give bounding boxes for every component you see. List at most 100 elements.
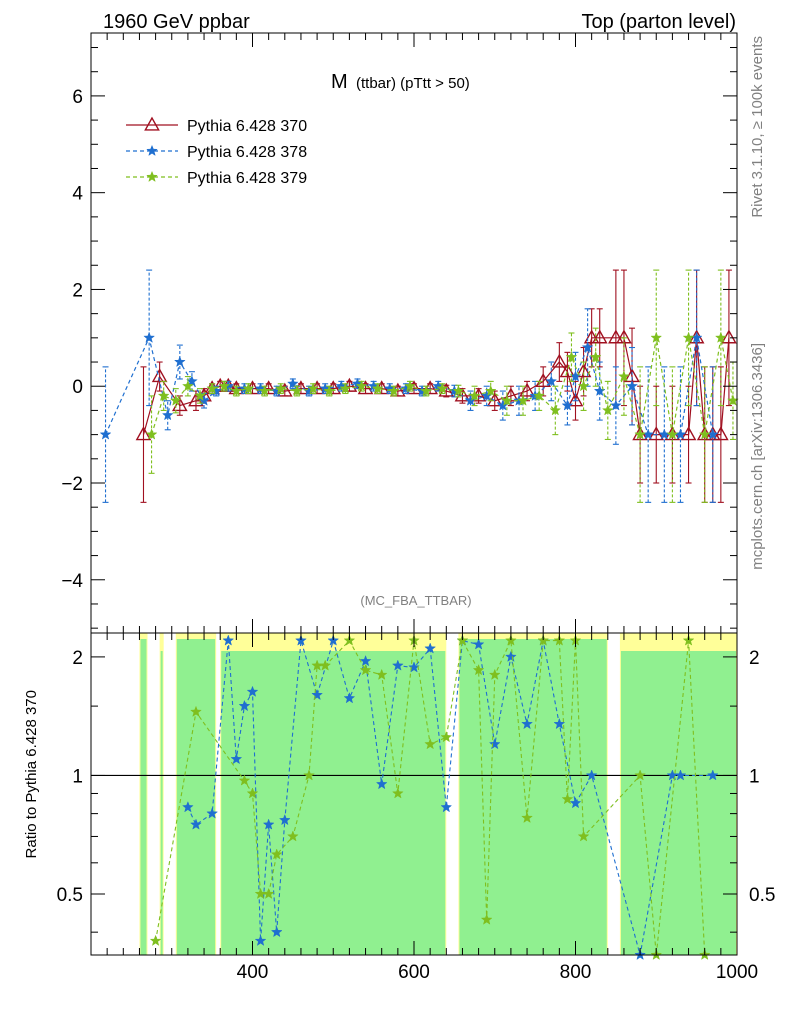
legend-label: Pythia 6.428 370 [187,118,307,135]
ratio-ytick-label: 0.5 [57,885,83,906]
ratio-point [270,848,283,860]
data-point [698,428,711,440]
data-point [551,353,568,368]
data-point [198,394,210,406]
data-point [575,363,592,378]
legend: Pythia 6.428 370 Pythia 6.428 378 Pythia 6… [126,116,307,187]
ratio-point [424,738,437,750]
ratio-xtick-label: 400 [237,962,269,983]
ratio-point [230,752,243,765]
ratio-band-inner [459,639,607,955]
data-point [242,382,255,394]
data-point [436,382,449,394]
ratio-point [472,638,485,650]
header-left: 1960 GeV ppbar [103,11,250,33]
main-ytick-label: 2 [72,280,83,301]
ratio-point [674,769,687,781]
legend-entry-2: Pythia 6.428 379 [126,170,307,187]
data-point [182,379,194,392]
ratio-point [480,913,493,925]
main-series-2 [145,269,739,503]
ratio-point [359,663,372,676]
ratio-bands [139,633,737,955]
series-line [151,337,734,435]
data-point [194,389,206,401]
ratio-point [295,634,307,646]
ratio-point [682,634,695,646]
ratio-point [488,738,501,750]
data-point [500,394,513,406]
ratio-point [359,654,372,667]
ratio-series-line [187,638,713,956]
ratio-point [343,634,356,646]
main-plot-area [99,269,739,503]
data-point [403,379,416,392]
ratio-point [569,796,582,809]
data-point [355,379,368,392]
ratio-point [206,807,219,819]
ratio-point [190,818,202,830]
legend-marker [146,170,158,182]
ratio-point [311,688,323,701]
ratio-point [472,663,485,676]
data-point [420,384,432,397]
ratio-ylabel: Ratio to Pythia 6.428 370 [23,690,40,858]
data-point [545,375,558,387]
ratio-point [375,668,388,680]
ratio-point [391,787,404,799]
data-point [593,384,606,397]
ratio-point [375,777,388,790]
ratio-xtick-label: 1000 [716,962,758,983]
data-point [567,392,584,407]
data-point [157,389,170,401]
plot-title-sub: (ttbar) (pTtt > 50) [356,75,470,92]
ratio-point [537,634,550,646]
data-point [577,379,590,392]
analysis-watermark: (MC_FBA_TTBAR) [360,593,471,608]
data-point [634,428,646,440]
data-point [601,404,614,416]
ratio-point [456,634,469,646]
ratio-band-inner [140,639,147,955]
data-point [387,384,400,397]
data-point [484,384,497,397]
header-right: Top (parton level) [581,11,736,33]
legend-entry-0: Pythia 6.428 370 [126,116,307,135]
data-point [609,399,622,411]
data-point [274,382,287,394]
data-point [559,363,576,378]
ratio-point [286,830,299,842]
ratio-point [553,717,566,730]
data-point [561,399,574,411]
ratio-point [319,659,332,671]
data-point [452,384,465,397]
data-point [519,382,535,397]
ratio-point [278,814,291,826]
ratio-point [440,801,453,813]
ratio-point [246,787,259,799]
data-point [230,384,243,397]
data-point [618,370,630,382]
ratio-point [182,801,194,813]
data-point [258,384,271,397]
ratio-point [424,642,437,654]
ratio-point [505,634,517,646]
data-point [161,409,174,421]
data-point [549,404,562,416]
ratio-point [561,793,574,805]
data-point [608,329,624,344]
data-point [206,382,219,394]
ratio-point [585,769,598,781]
ratio-point [488,668,501,681]
ratio-panel: 0.5 0.5 1 1 2 2 400 600 800 1000 Ratio to Pythia … [23,632,775,983]
ratio-xtick-label: 800 [560,962,592,983]
main-ytick-label: 6 [72,87,83,108]
legend-marker [146,144,158,156]
data-point [286,377,299,389]
data-point [169,394,182,406]
ratio-band-inner [221,651,446,955]
rivet-label: Rivet 3.1.10, ≥ 100k events [749,36,766,218]
main-panel: −4 −2 0 2 4 6 M (ttbar) (pTtt > 50) Pythia 6.… [61,32,739,634]
data-point [173,355,186,368]
